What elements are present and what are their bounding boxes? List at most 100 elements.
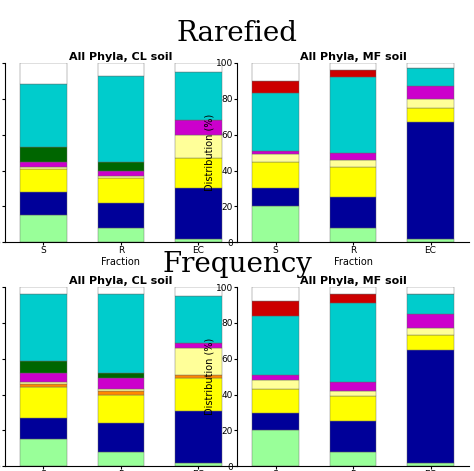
Bar <box>330 287 376 294</box>
Bar <box>98 162 144 171</box>
Bar <box>98 171 144 176</box>
Bar <box>407 99 454 108</box>
Bar <box>98 391 144 395</box>
Bar <box>407 287 454 294</box>
Bar <box>20 294 67 360</box>
Bar <box>20 382 67 384</box>
Bar <box>98 452 144 466</box>
Bar <box>407 294 454 314</box>
Bar <box>407 314 454 328</box>
Bar <box>330 228 376 242</box>
Bar <box>330 422 376 452</box>
Bar <box>253 413 299 430</box>
Text: Rarefied: Rarefied <box>176 20 298 48</box>
Bar <box>98 395 144 423</box>
Bar <box>253 380 299 389</box>
Bar <box>175 463 221 466</box>
Bar <box>253 316 299 375</box>
Bar <box>98 287 144 294</box>
Bar <box>20 384 67 388</box>
Title: All Phyla, MF soil: All Phyla, MF soil <box>300 52 407 62</box>
Bar <box>330 77 376 153</box>
Bar <box>20 63 67 84</box>
Text: Frequency: Frequency <box>162 251 312 278</box>
Bar <box>175 72 221 120</box>
Bar <box>330 303 376 382</box>
Bar <box>175 188 221 239</box>
Bar <box>175 411 221 463</box>
Bar <box>98 178 144 203</box>
Bar <box>98 379 144 389</box>
Bar <box>175 342 221 348</box>
Bar <box>407 68 454 86</box>
Bar <box>98 63 144 75</box>
Bar <box>407 328 454 335</box>
Bar <box>20 418 67 439</box>
Bar <box>98 203 144 228</box>
Bar <box>175 296 221 342</box>
Bar <box>98 176 144 178</box>
Bar <box>20 84 67 147</box>
Bar <box>253 151 299 154</box>
Y-axis label: Distribution (%): Distribution (%) <box>204 338 214 415</box>
Y-axis label: Distribution (%): Distribution (%) <box>204 114 214 191</box>
Bar <box>253 154 299 162</box>
Bar <box>253 389 299 413</box>
Bar <box>330 382 376 391</box>
Bar <box>20 169 67 192</box>
Bar <box>20 162 67 167</box>
Bar <box>20 388 67 418</box>
Bar <box>330 153 376 160</box>
Bar <box>253 63 299 81</box>
Bar <box>330 391 376 397</box>
Bar <box>407 239 454 242</box>
Legend: Low Abundance, Proteobacteria, Gemmatimonadetes, Firmicutes, Cyanobacteria, Chlo: Low Abundance, Proteobacteria, Gemmatimo… <box>244 288 354 385</box>
Bar <box>20 439 67 466</box>
Bar <box>407 108 454 122</box>
Bar <box>407 335 454 350</box>
X-axis label: Fraction: Fraction <box>334 257 373 267</box>
Bar <box>20 287 67 294</box>
Bar <box>253 430 299 466</box>
Bar <box>330 452 376 466</box>
Bar <box>253 93 299 151</box>
Bar <box>330 160 376 167</box>
Bar <box>253 188 299 206</box>
Bar <box>20 192 67 215</box>
Bar <box>20 147 67 162</box>
Bar <box>175 158 221 188</box>
Bar <box>330 70 376 77</box>
Title: All Phyla, CL soil: All Phyla, CL soil <box>69 276 173 286</box>
Bar <box>175 135 221 158</box>
Bar <box>253 301 299 316</box>
Bar <box>98 228 144 242</box>
Bar <box>253 375 299 380</box>
Bar <box>175 63 221 72</box>
Bar <box>175 120 221 135</box>
Bar <box>20 360 67 373</box>
Bar <box>98 75 144 162</box>
Bar <box>175 375 221 379</box>
Bar <box>330 63 376 70</box>
Bar <box>98 389 144 391</box>
Bar <box>20 215 67 242</box>
Legend: Low Abundance, Proteobacteria, Gemmatimonadetes, Firmicutes, Cyanobacteria, Bact: Low Abundance, Proteobacteria, Gemmatimo… <box>244 64 354 151</box>
Bar <box>253 287 299 301</box>
X-axis label: Fraction: Fraction <box>101 257 140 267</box>
Title: All Phyla, CL soil: All Phyla, CL soil <box>69 52 173 62</box>
Bar <box>175 348 221 375</box>
Bar <box>330 294 376 303</box>
Bar <box>407 63 454 68</box>
Bar <box>253 81 299 93</box>
Bar <box>407 122 454 239</box>
Bar <box>175 379 221 411</box>
Bar <box>175 287 221 296</box>
Bar <box>20 167 67 169</box>
Bar <box>407 86 454 99</box>
Bar <box>407 350 454 463</box>
Title: All Phyla, MF soil: All Phyla, MF soil <box>300 276 407 286</box>
Bar <box>253 206 299 242</box>
Bar <box>330 167 376 197</box>
Bar <box>98 294 144 373</box>
Bar <box>98 373 144 379</box>
